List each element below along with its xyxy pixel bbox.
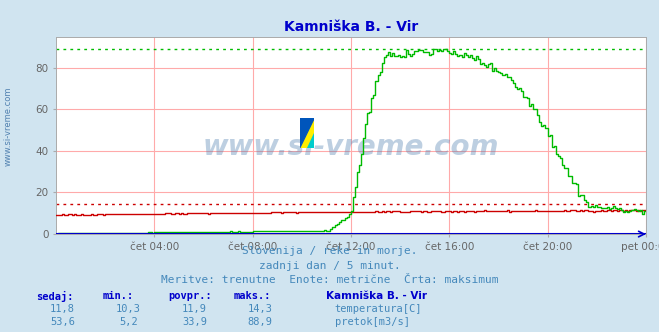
Text: www.si-vreme.com: www.si-vreme.com [203, 133, 499, 161]
Text: 10,3: 10,3 [116, 304, 141, 314]
Text: www.si-vreme.com: www.si-vreme.com [4, 86, 13, 166]
Text: temperatura[C]: temperatura[C] [335, 304, 422, 314]
Text: 11,9: 11,9 [182, 304, 207, 314]
Text: maks.:: maks.: [234, 291, 272, 301]
Text: sedaj:: sedaj: [36, 290, 74, 302]
Text: povpr.:: povpr.: [168, 291, 212, 301]
Text: pretok[m3/s]: pretok[m3/s] [335, 317, 410, 327]
Text: 53,6: 53,6 [50, 317, 75, 327]
Text: zadnji dan / 5 minut.: zadnji dan / 5 minut. [258, 261, 401, 271]
Text: 5,2: 5,2 [119, 317, 138, 327]
Polygon shape [300, 118, 314, 148]
Text: 88,9: 88,9 [248, 317, 273, 327]
Text: Kamniška B. - Vir: Kamniška B. - Vir [326, 291, 427, 301]
Polygon shape [307, 133, 314, 148]
Text: 33,9: 33,9 [182, 317, 207, 327]
Text: Meritve: trenutne  Enote: metrične  Črta: maksimum: Meritve: trenutne Enote: metrične Črta: … [161, 275, 498, 285]
Text: 14,3: 14,3 [248, 304, 273, 314]
Polygon shape [300, 118, 314, 148]
Title: Kamniška B. - Vir: Kamniška B. - Vir [284, 20, 418, 34]
Text: 11,8: 11,8 [50, 304, 75, 314]
Text: Slovenija / reke in morje.: Slovenija / reke in morje. [242, 246, 417, 256]
Text: min.:: min.: [102, 291, 133, 301]
